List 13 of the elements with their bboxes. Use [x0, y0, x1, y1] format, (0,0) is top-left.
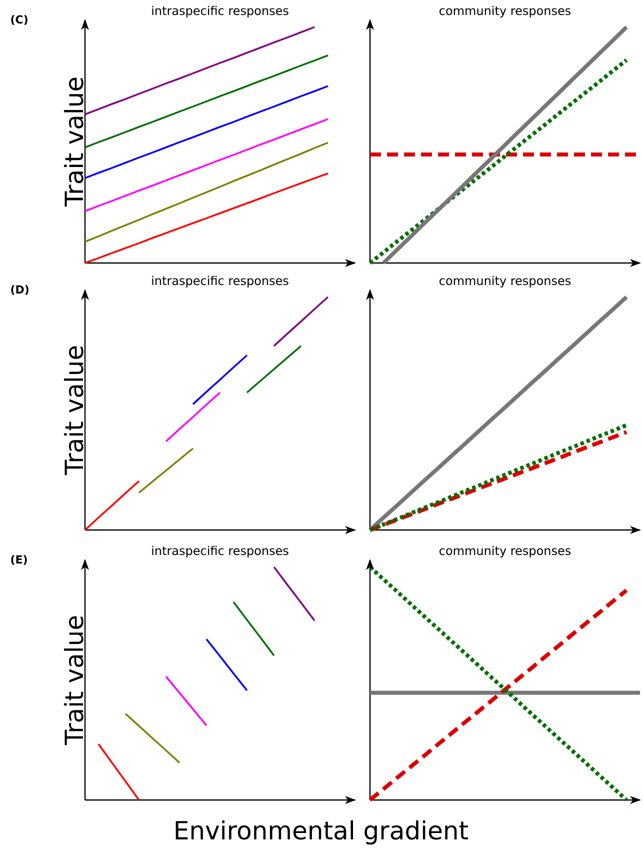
text: (E) [11, 555, 27, 565]
x-axis-title: Environmental gradient [176, 820, 468, 845]
y-axis-title: Trait value [64, 616, 84, 746]
text: (C) [11, 15, 28, 25]
chart-title: community responses [440, 276, 571, 288]
chart-title: community responses [440, 6, 571, 18]
y-axis-title: Trait value [64, 78, 84, 207]
chart-title: intraspecific responses [152, 6, 288, 18]
chart-title: intraspecific responses [152, 276, 288, 288]
text: (D) [11, 285, 28, 295]
chart-title: community responses [440, 546, 571, 558]
y-axis-title: Trait value [64, 346, 84, 476]
chart-title: intraspecific responses [152, 546, 288, 558]
